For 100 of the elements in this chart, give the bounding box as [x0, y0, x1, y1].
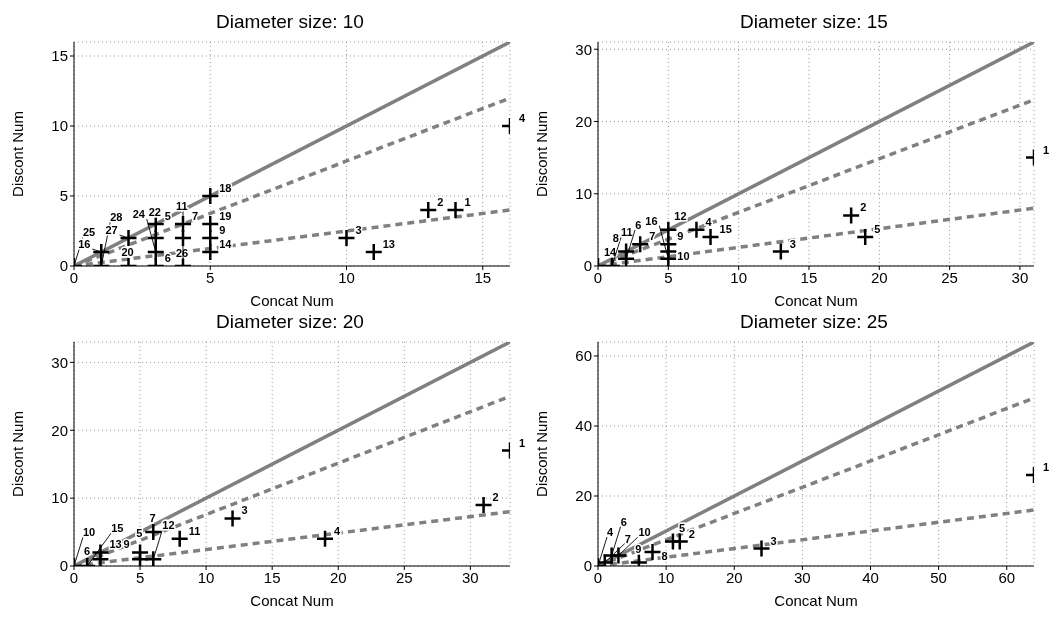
- x-tick-label: 5: [206, 268, 215, 286]
- x-axis-title: Concat Num: [250, 292, 334, 309]
- x-axis-title: Concat Num: [250, 592, 334, 609]
- annotation: 9: [635, 542, 642, 555]
- annotation: 14: [604, 246, 618, 258]
- annotation: 1: [464, 196, 471, 208]
- annotation: 7: [192, 210, 199, 222]
- x-tick-label: 10: [338, 268, 355, 286]
- x-tick-label: 40: [862, 568, 879, 586]
- annotation: 4: [334, 524, 342, 537]
- x-tick-label: 5: [135, 568, 145, 586]
- x-tick-label: 20: [870, 268, 888, 286]
- annotation: 12: [162, 519, 175, 532]
- x-tick-label: 25: [395, 568, 413, 586]
- annotation: 5: [678, 521, 686, 534]
- y-axis-title: Discont Num: [9, 111, 27, 197]
- annotation: 5: [874, 223, 881, 236]
- annotation: 5: [164, 210, 171, 222]
- x-tick-label: 30: [794, 568, 811, 586]
- x-tick-label: 20: [725, 568, 743, 586]
- y-tick-label: 0: [583, 257, 592, 275]
- chart-title: Diameter size: 25: [739, 310, 889, 334]
- annotation: 3: [770, 534, 777, 547]
- annotation: 6: [164, 252, 171, 264]
- annotation: 11: [621, 226, 633, 238]
- annotation: 4: [519, 112, 526, 124]
- y-tick-label: 10: [575, 185, 592, 203]
- x-tick-label: 10: [657, 568, 675, 586]
- x-tick-label: 20: [329, 568, 347, 586]
- annotation: 3: [241, 504, 248, 517]
- annotation: 2: [437, 196, 444, 208]
- annotation: 19: [219, 210, 232, 222]
- annotation: 16: [78, 238, 91, 250]
- y-tick-label: 0: [59, 257, 68, 275]
- y-axis-title: Discont Num: [533, 411, 551, 497]
- y-axis-title: Discont Num: [9, 411, 27, 497]
- y-tick-label: 5: [59, 187, 68, 205]
- x-tick-label: 30: [462, 568, 479, 586]
- y-tick-label: 15: [51, 47, 68, 65]
- y-tick-label: 40: [575, 417, 592, 435]
- annotation: 10: [638, 525, 651, 538]
- y-tick-label: 30: [575, 40, 592, 58]
- annotation: 7: [149, 512, 156, 525]
- chart-title: Diameter size: 10: [215, 10, 365, 34]
- x-tick-label: 25: [941, 268, 958, 286]
- chart-title: Diameter size: 20: [215, 310, 365, 334]
- annotation: 1: [1043, 143, 1050, 156]
- x-tick-label: 10: [197, 568, 215, 586]
- annotation: 20: [121, 246, 134, 258]
- annotation: 6: [620, 515, 627, 528]
- annotation: 2: [492, 490, 499, 503]
- y-tick-label: 10: [51, 489, 68, 507]
- annotation: 8: [612, 231, 619, 244]
- annotation: 22: [148, 206, 161, 218]
- annotation: 3: [355, 224, 362, 236]
- annotation: 2: [688, 527, 695, 540]
- x-tick-label: 15: [800, 268, 818, 286]
- annotation: 25: [83, 226, 96, 238]
- x-tick-label: 15: [474, 268, 492, 286]
- y-tick-label: 10: [51, 117, 68, 135]
- annotation: 14: [219, 238, 233, 250]
- y-tick-label: 30: [51, 353, 68, 371]
- y-tick-label: 20: [51, 421, 68, 439]
- y-tick-label: 0: [59, 557, 68, 575]
- annotation: 9: [123, 538, 130, 551]
- annotation: 4: [705, 215, 713, 228]
- annotation: 8: [661, 550, 668, 562]
- y-tick-label: 20: [575, 112, 592, 130]
- x-tick-label: 15: [263, 568, 281, 586]
- annotation: 2: [860, 201, 867, 214]
- annotation: 1: [1043, 461, 1050, 473]
- x-tick-label: 5: [664, 268, 673, 286]
- annotation: 1: [519, 436, 526, 449]
- x-tick-label: 10: [730, 268, 747, 286]
- y-tick-label: 60: [575, 347, 592, 365]
- annotation: 11: [176, 200, 188, 212]
- x-tick-label: 30: [1011, 268, 1029, 286]
- annotation: 6: [83, 545, 91, 558]
- annotation: 6: [635, 218, 642, 231]
- annotation: 3: [789, 237, 796, 250]
- annotation: 4: [607, 526, 614, 538]
- annotation: 24: [132, 208, 146, 220]
- x-tick-label: 50: [930, 568, 947, 586]
- annotation: 10: [83, 526, 96, 538]
- annotation: 7: [624, 532, 631, 545]
- x-axis-title: Concat Num: [774, 592, 858, 609]
- x-axis-title: Concat Num: [774, 292, 858, 309]
- annotation: 27: [105, 224, 118, 236]
- annotation: 12: [674, 209, 687, 222]
- annotation: 28: [110, 211, 123, 223]
- annotation: 13: [382, 238, 395, 250]
- annotation: 15: [719, 223, 732, 236]
- x-tick-label: 60: [998, 568, 1016, 586]
- annotation: 11: [188, 524, 201, 537]
- annotation: 16: [645, 214, 658, 227]
- y-tick-label: 20: [575, 487, 592, 505]
- y-axis-title: Discont Num: [533, 111, 551, 197]
- annotation: 15: [111, 522, 124, 534]
- chart-title: Diameter size: 15: [739, 10, 889, 34]
- annotation: 9: [677, 230, 684, 243]
